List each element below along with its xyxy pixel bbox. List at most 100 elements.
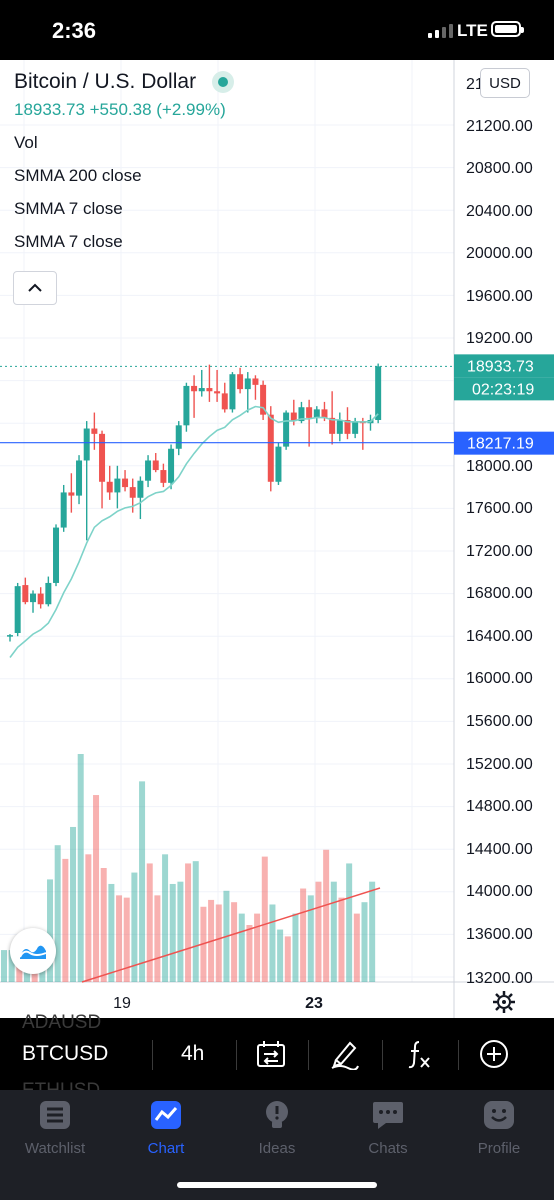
add-icon[interactable] <box>478 1038 510 1070</box>
volume-bar <box>169 883 176 982</box>
volume-bar <box>93 795 100 982</box>
bottom-tab-bar: Watchlist Chart Ideas Chats Profile <box>0 1090 554 1200</box>
volume-bar <box>47 879 54 982</box>
chart-area[interactable]: 21 21200.00 20800.00 20400.00 20000.00 19600.… <box>0 60 554 1018</box>
collapse-legend-button[interactable] <box>13 271 57 305</box>
price-tick-label: 17200.00 <box>466 543 533 560</box>
volume-bar <box>100 868 107 982</box>
candle-body <box>60 492 67 528</box>
currency-button[interactable]: USD <box>480 68 530 98</box>
tab-profile[interactable]: Profile <box>444 1098 554 1157</box>
profile-icon <box>484 1101 514 1129</box>
volume-bar <box>277 929 284 982</box>
chart-icon <box>151 1101 181 1129</box>
battery-icon <box>491 21 524 37</box>
candle-body <box>298 407 305 422</box>
tab-chart-label: Chart <box>147 1140 185 1157</box>
candle-body <box>206 388 213 392</box>
price-tick-label: 15600.00 <box>466 713 533 730</box>
volume-bar <box>185 863 192 982</box>
candle-body <box>214 391 221 394</box>
crosshair-price-label-bg <box>454 431 554 455</box>
price-tick-label: 21 <box>466 76 484 93</box>
volume-bar <box>123 897 130 982</box>
tradingview-logo-button[interactable] <box>10 928 56 974</box>
price-tick-label: 14000.00 <box>466 883 533 900</box>
indicator-smma-200[interactable]: SMMA 200 close <box>14 166 142 185</box>
price-tick-label: 20000.00 <box>466 245 533 262</box>
price-tick-label: 14800.00 <box>466 798 533 815</box>
price-tick-label: 17600.00 <box>466 500 533 517</box>
price-tick-label: 13600.00 <box>466 926 533 943</box>
volume-bar <box>346 863 353 982</box>
candle-body <box>336 420 343 434</box>
volume-bar <box>338 897 345 982</box>
market-status-icon <box>212 71 235 93</box>
volume-bar <box>269 904 276 982</box>
candle-body <box>30 593 37 603</box>
candle-body <box>106 481 113 493</box>
volume-bar <box>215 904 222 982</box>
volume-bar <box>146 863 153 982</box>
candle-body <box>7 635 13 637</box>
volume-bar <box>323 849 330 982</box>
tab-watchlist[interactable]: Watchlist <box>0 1098 110 1157</box>
symbol-prev[interactable]: ADAUSD <box>22 1012 102 1033</box>
candle-body <box>229 374 236 410</box>
volume-bar <box>353 913 360 982</box>
indicator-vol[interactable]: Vol <box>14 133 38 152</box>
symbol-selector[interactable]: BTCUSD <box>22 1042 109 1065</box>
volume-bar <box>116 895 123 982</box>
volume-bar <box>108 883 115 982</box>
compare-icon[interactable] <box>255 1038 287 1070</box>
price-tick-label: 15200.00 <box>466 756 533 773</box>
candle-body <box>22 585 29 603</box>
volume-bar <box>131 872 138 982</box>
tab-profile-label: Profile <box>477 1140 521 1157</box>
indicator-smma-7[interactable]: SMMA 7 close <box>14 199 123 218</box>
volume-bar <box>54 845 61 982</box>
candle-body <box>237 374 244 390</box>
candle-body <box>306 407 313 418</box>
candle-body <box>313 409 320 418</box>
volume-bar <box>85 854 92 982</box>
price-tick-label: 18000.00 <box>466 458 533 475</box>
volume-bar <box>330 881 337 982</box>
interval-selector[interactable]: 4h <box>181 1042 205 1065</box>
tab-chats-label: Chats <box>368 1140 408 1157</box>
candle-body <box>290 412 297 422</box>
watchlist-icon <box>40 1101 70 1129</box>
chevron-up-icon <box>28 283 42 292</box>
candle-body <box>344 420 351 434</box>
volume-bar <box>261 856 268 982</box>
indicator-smma-7-second[interactable]: SMMA 7 close <box>14 232 123 251</box>
smma-7-line <box>9 405 379 658</box>
tab-ideas[interactable]: Ideas <box>222 1098 332 1157</box>
candle-body <box>352 421 359 434</box>
tab-chats[interactable]: Chats <box>333 1098 443 1157</box>
toolbar-divider <box>382 1040 383 1070</box>
chart-toolbar: ADAUSD BTCUSD ETHUSD 4h <box>0 1012 554 1101</box>
candle-body <box>198 388 205 392</box>
candle-body <box>91 428 98 434</box>
candle-body <box>145 460 152 481</box>
time-label: 23 <box>305 995 323 1012</box>
volume-bar <box>77 754 84 982</box>
volume-bar <box>1 950 7 982</box>
settings-gear-icon[interactable] <box>492 990 516 1014</box>
time-label: 19 <box>113 995 131 1012</box>
price-chart[interactable]: 21 21200.00 20800.00 20400.00 20000.00 19600.… <box>0 60 554 1018</box>
toolbar-divider <box>458 1040 459 1070</box>
price-tick-label: 13200.00 <box>466 970 533 987</box>
tab-chart[interactable]: Chart <box>111 1098 221 1157</box>
volume-bar <box>154 895 161 982</box>
toolbar-divider <box>308 1040 309 1070</box>
candle-body <box>83 428 90 461</box>
volume-bar <box>361 902 368 982</box>
candle-body <box>175 425 182 449</box>
price-tick-label: 19200.00 <box>466 330 533 347</box>
candle-body <box>160 470 167 483</box>
indicators-fx-icon[interactable] <box>403 1038 435 1070</box>
drawing-pen-icon[interactable] <box>328 1038 360 1070</box>
candle-body <box>114 478 121 493</box>
